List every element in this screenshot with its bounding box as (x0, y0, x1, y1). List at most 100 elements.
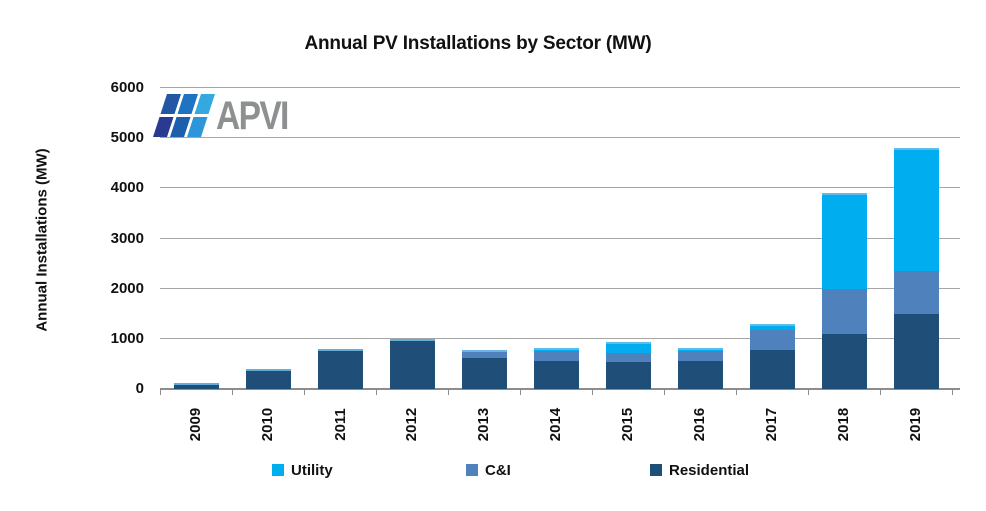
gridline (160, 187, 960, 189)
x-label-2019: 2019 (907, 407, 925, 441)
bar-2016 (664, 88, 736, 389)
y-tick-label: 2000 (110, 279, 144, 297)
bar-stack-2013 (461, 349, 507, 389)
bar-segment-ci-2016 (677, 350, 723, 361)
bar-segment-residential-2016 (677, 360, 723, 389)
gridline (160, 137, 960, 139)
bar-2011 (304, 88, 376, 389)
x-axis-tick (304, 389, 305, 395)
x-axis-tick (232, 389, 233, 395)
bar-segment-residential-2018 (821, 333, 867, 389)
ci-swatch-icon (466, 464, 478, 476)
x-label-slot: 2011 (304, 396, 376, 452)
x-label-2011: 2011 (331, 407, 349, 441)
bar-stack-2012 (389, 338, 435, 389)
y-tick-label: 0 (135, 380, 144, 397)
bar-segment-utility-2019 (893, 148, 939, 271)
x-axis-labels: 2009 2010 2011 2012 2013 2014 2015 2016 2017 2018… (160, 396, 952, 452)
bar-stack-2010 (245, 369, 291, 389)
bar-2009 (160, 88, 232, 389)
x-label-slot: 2012 (376, 396, 448, 452)
legend-label-utility: Utility (291, 461, 333, 479)
bar-segment-residential-2017 (749, 349, 795, 389)
bar-stack-2009 (173, 383, 219, 389)
x-label-2012: 2012 (403, 407, 421, 441)
bar-segment-ci-2018 (821, 288, 867, 334)
x-axis-tick (952, 389, 953, 395)
x-axis-tick (160, 389, 161, 395)
x-axis-tick (664, 389, 665, 395)
x-axis-tick (376, 389, 377, 395)
x-axis-tick (520, 389, 521, 395)
x-label-slot: 2015 (592, 396, 664, 452)
bar-segment-ci-2019 (893, 270, 939, 314)
x-label-2013: 2013 (475, 407, 493, 441)
bar-segment-residential-2009 (173, 383, 219, 389)
bar-2017 (736, 88, 808, 389)
y-tick-label: 6000 (110, 79, 144, 96)
legend-item-residential: Residential (650, 461, 749, 479)
x-label-slot: 2019 (880, 396, 952, 452)
plot-area (160, 87, 960, 395)
bar-stack-2015 (605, 341, 651, 389)
y-tick-label: 4000 (110, 179, 144, 197)
x-label-slot: 2013 (448, 396, 520, 452)
bar-stack-2018 (821, 193, 867, 389)
bar-segment-ci-2015 (605, 352, 651, 362)
bar-segment-utility-2014 (533, 347, 579, 351)
x-label-slot: 2014 (520, 396, 592, 452)
bar-segment-residential-2015 (605, 361, 651, 389)
x-label-slot: 2009 (160, 396, 232, 452)
gridline (160, 287, 960, 289)
bar-segment-ci-2013 (461, 349, 507, 359)
bar-segment-residential-2011 (317, 348, 363, 389)
x-axis-tick (592, 389, 593, 395)
bar-2012 (376, 88, 448, 389)
x-label-2010: 2010 (259, 407, 277, 441)
x-label-slot: 2017 (736, 396, 808, 452)
bar-segment-utility-2016 (677, 348, 723, 351)
gridline (160, 237, 960, 239)
x-axis-tick (736, 389, 737, 395)
gridline (160, 337, 960, 339)
bar-stack-2011 (317, 348, 363, 389)
bar-segment-utility-2017 (749, 323, 795, 330)
bar-stack-2019 (893, 148, 939, 389)
bar-stack-2017 (749, 323, 795, 389)
x-label-2014: 2014 (547, 407, 565, 441)
utility-swatch-icon (272, 464, 284, 476)
bar-stack-2016 (677, 348, 723, 389)
y-tick-label: 5000 (110, 129, 144, 147)
bar-segment-ci-2017 (749, 329, 795, 350)
bar-2010 (232, 88, 304, 389)
chart-title: Annual PV Installations by Sector (MW) (304, 33, 652, 54)
gridline (160, 87, 960, 88)
y-axis-tick-labels: 0 1000 2000 3000 4000 5000 6000 (0, 79, 150, 397)
x-label-2016: 2016 (691, 407, 709, 441)
bar-segment-residential-2019 (893, 313, 939, 389)
x-axis-line (160, 388, 960, 390)
x-label-slot: 2016 (664, 396, 736, 452)
x-axis-tick (448, 389, 449, 395)
bar-segment-residential-2013 (461, 358, 507, 389)
bar-segment-utility-2015 (605, 341, 651, 353)
y-tick-label: 1000 (110, 329, 144, 347)
bar-2014 (520, 88, 592, 389)
bar-2013 (448, 88, 520, 389)
bar-segment-utility-2018 (821, 193, 867, 289)
x-label-2015: 2015 (619, 407, 637, 441)
bar-segment-residential-2014 (533, 361, 579, 389)
x-axis-tick (880, 389, 881, 395)
apvi-logo-text: APVI (216, 93, 289, 138)
apvi-logo: APVI (153, 93, 301, 138)
legend-item-ci: C&I (466, 461, 511, 479)
x-label-slot: 2010 (232, 396, 304, 452)
bar-stack-2014 (533, 347, 579, 389)
bar-2018 (808, 88, 880, 389)
residential-swatch-icon (650, 464, 662, 476)
bar-segment-ci-2014 (533, 350, 579, 362)
x-label-2017: 2017 (763, 407, 781, 441)
legend-label-residential: Residential (669, 461, 750, 479)
x-label-slot: 2018 (808, 396, 880, 452)
